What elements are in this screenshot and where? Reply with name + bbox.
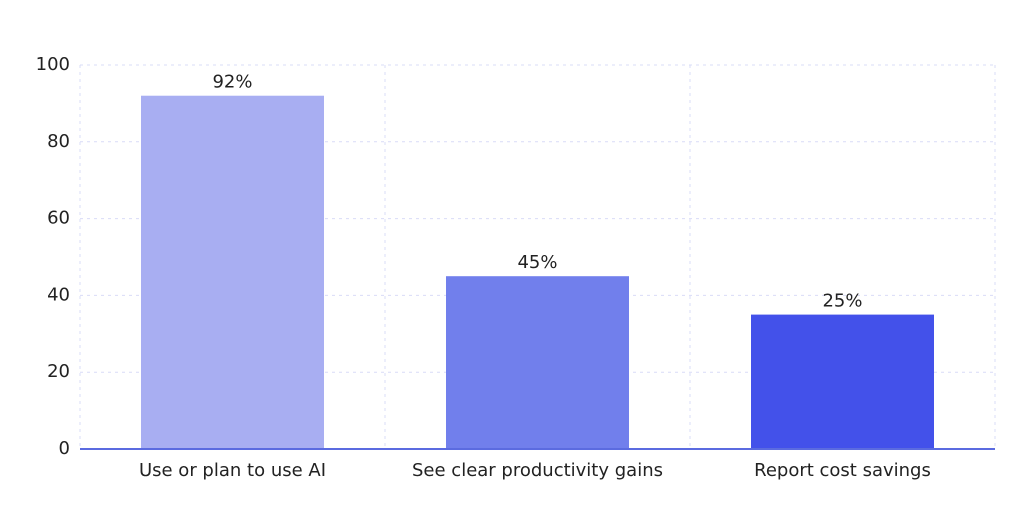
bar (141, 95, 324, 449)
bar-annotation: 25% (822, 291, 862, 312)
y-tick-label: 60 (47, 208, 70, 229)
x-tick-label: Report cost savings (754, 460, 931, 481)
x-tick-label: See clear productivity gains (412, 460, 663, 481)
y-tick-label: 80 (47, 131, 70, 152)
bar (751, 314, 934, 449)
x-tick-label: Use or plan to use AI (139, 460, 326, 481)
y-tick-label: 20 (47, 361, 70, 382)
bar-annotation: 92% (212, 72, 252, 93)
y-tick-label: 40 (47, 284, 70, 305)
bar-annotation: 45% (517, 252, 557, 273)
bar (446, 276, 629, 449)
y-tick-label: 100 (36, 54, 70, 75)
y-tick-label: 0 (59, 438, 70, 459)
